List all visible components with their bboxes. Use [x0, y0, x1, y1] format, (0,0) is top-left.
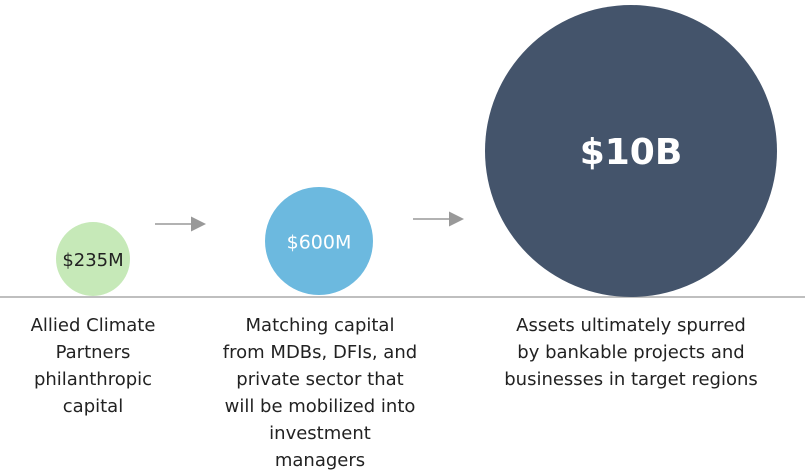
descriptions: Allied Climate Partners philanthropic capit… [31, 315, 758, 471]
node-label: $235M [62, 250, 123, 271]
node-description: philanthropic [34, 369, 152, 390]
node-description: Matching capital [246, 315, 395, 336]
node-label: $10B [580, 132, 683, 173]
node-description: capital [63, 396, 123, 417]
node-description: managers [275, 450, 365, 471]
node-circle [485, 5, 777, 297]
node-description: Partners [56, 342, 131, 363]
node-description: will be mobilized into [225, 396, 416, 417]
node-circle [265, 187, 373, 295]
node-description: from MDBs, DFIs, and [223, 342, 417, 363]
node-description: businesses in target regions [504, 369, 758, 390]
node-description: Assets ultimately spurred [516, 315, 746, 336]
node-description: investment [269, 423, 371, 444]
node-description: Allied Climate [31, 315, 156, 336]
node-circle [56, 222, 130, 296]
node-label: $600M [287, 232, 352, 254]
node-description: private sector that [236, 369, 403, 390]
node-description: by bankable projects and [517, 342, 744, 363]
